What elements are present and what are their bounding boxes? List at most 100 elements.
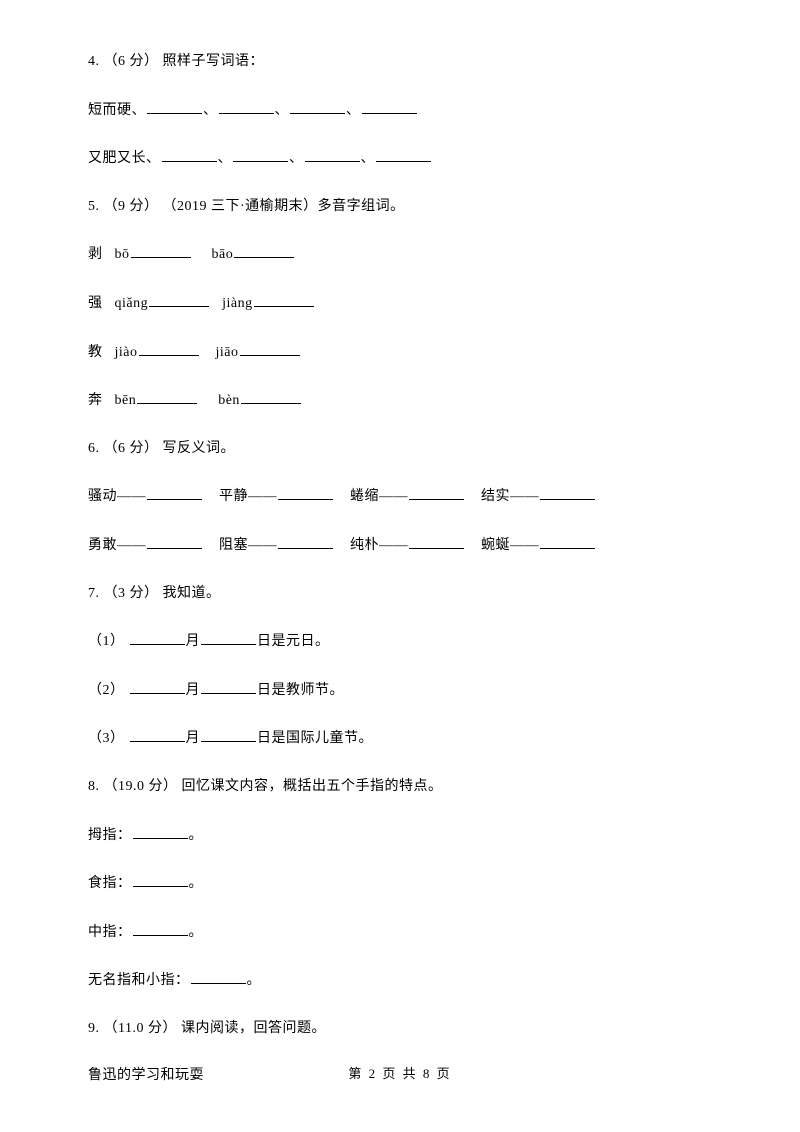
q7-prefix: （1） <box>88 634 129 649</box>
q8-punct: 。 <box>189 925 204 940</box>
blank <box>149 293 209 307</box>
blank <box>133 922 188 936</box>
q6-item: 结实—— <box>481 489 539 504</box>
blank <box>278 486 333 500</box>
blank <box>278 535 333 549</box>
blank <box>376 148 431 162</box>
q5-p1: bō <box>115 247 130 262</box>
blank <box>362 100 417 114</box>
q8-punct: 。 <box>189 876 204 891</box>
blank <box>147 486 202 500</box>
q4-line1: 短而硬、 、 、 、 <box>88 100 712 121</box>
q5-char: 强 <box>88 296 103 311</box>
q5-row-0: 剥 bō bāo <box>88 244 712 265</box>
blank <box>133 825 188 839</box>
sep: 、 <box>361 151 376 166</box>
q5-p2: jiāo <box>216 345 239 360</box>
blank <box>133 873 188 887</box>
q4-line2: 又肥又长、 、 、 、 <box>88 148 712 169</box>
sep: 、 <box>289 151 304 166</box>
page-content: 4. （6 分） 照样子写词语： 短而硬、、、、 又肥又长、、、、 5. （9 … <box>0 0 800 1086</box>
q9-header: 9. （11.0 分） 课内阅读，回答问题。 <box>88 1019 712 1039</box>
sep: 、 <box>346 103 361 118</box>
blank <box>130 631 185 645</box>
q7-item-1: （2） 月 日是教师节。 <box>88 680 712 701</box>
q7-prefix: （2） <box>88 683 129 698</box>
q6-item: 蜿蜒—— <box>481 538 539 553</box>
blank <box>137 390 197 404</box>
q6-item: 勇敢—— <box>88 538 146 553</box>
q8-label: 食指： <box>88 876 132 891</box>
q5-p1: bēn <box>115 393 137 408</box>
q5-row-2: 教 jiào jiāo <box>88 342 712 363</box>
blank <box>131 244 191 258</box>
q8-item-2: 中指： 。 <box>88 922 712 943</box>
q7-item-2: （3） 月 日是国际儿童节。 <box>88 728 712 749</box>
q7-header: 7. （3 分） 我知道。 <box>88 584 712 604</box>
q5-p2: bāo <box>212 247 234 262</box>
q5-p2: bèn <box>218 393 240 408</box>
q8-item-0: 拇指： 。 <box>88 825 712 846</box>
blank <box>147 100 202 114</box>
q4-line2-prefix: 又肥又长、 <box>88 151 161 166</box>
q5-char: 奔 <box>88 393 103 408</box>
blank <box>254 293 314 307</box>
blank <box>139 342 199 356</box>
q7-suffix: 日是元日。 <box>257 634 330 649</box>
blank <box>201 631 256 645</box>
blank <box>409 486 464 500</box>
blank <box>540 486 595 500</box>
q6-item: 平静—— <box>219 489 277 504</box>
q8-punct: 。 <box>247 973 262 988</box>
blank <box>147 535 202 549</box>
blank <box>540 535 595 549</box>
q6-header: 6. （6 分） 写反义词。 <box>88 439 712 459</box>
q6-item: 蜷缩—— <box>350 489 408 504</box>
q5-row-3: 奔 bēn bèn <box>88 390 712 411</box>
q8-header: 8. （19.0 分） 回忆课文内容，概括出五个手指的特点。 <box>88 777 712 797</box>
q8-label: 无名指和小指： <box>88 973 190 988</box>
q5-p1: qiǎng <box>115 296 149 311</box>
q4-line1-prefix: 短而硬、 <box>88 103 146 118</box>
q7-mid: 月 <box>186 634 201 649</box>
q5-row-1: 强 qiǎng jiàng <box>88 293 712 314</box>
blank <box>201 728 256 742</box>
blank <box>305 148 360 162</box>
q5-p1: jiào <box>115 345 138 360</box>
q7-mid: 月 <box>186 683 201 698</box>
blank <box>219 100 274 114</box>
q8-item-3: 无名指和小指： 。 <box>88 970 712 991</box>
q5-p2: jiàng <box>222 296 253 311</box>
q8-label: 中指： <box>88 925 132 940</box>
q8-punct: 。 <box>189 828 204 843</box>
q7-prefix: （3） <box>88 731 129 746</box>
q5-header: 5. （9 分） （2019 三下·通榆期末）多音字组词。 <box>88 197 712 217</box>
blank <box>234 244 294 258</box>
q8-item-1: 食指： 。 <box>88 873 712 894</box>
blank <box>240 342 300 356</box>
blank <box>162 148 217 162</box>
q6-row1: 骚动—— 平静—— 蜷缩—— 结实—— <box>88 486 712 507</box>
blank <box>201 680 256 694</box>
q8-label: 拇指： <box>88 828 132 843</box>
sep: 、 <box>203 103 218 118</box>
page-footer: 第 2 页 共 8 页 <box>0 1063 800 1082</box>
blank <box>241 390 301 404</box>
q7-item-0: （1） 月 日是元日。 <box>88 631 712 652</box>
blank <box>130 680 185 694</box>
blank <box>191 970 246 984</box>
sep: 、 <box>275 103 290 118</box>
blank <box>409 535 464 549</box>
q4-header: 4. （6 分） 照样子写词语： <box>88 52 712 72</box>
q6-item: 纯朴—— <box>350 538 408 553</box>
blank <box>130 728 185 742</box>
q7-suffix: 日是国际儿童节。 <box>257 731 373 746</box>
q5-char: 教 <box>88 345 103 360</box>
q6-item: 骚动—— <box>88 489 146 504</box>
sep: 、 <box>218 151 233 166</box>
q7-suffix: 日是教师节。 <box>257 683 344 698</box>
blank <box>290 100 345 114</box>
q7-mid: 月 <box>186 731 201 746</box>
q6-item: 阻塞—— <box>219 538 277 553</box>
q6-row2: 勇敢—— 阻塞—— 纯朴—— 蜿蜒—— <box>88 535 712 556</box>
